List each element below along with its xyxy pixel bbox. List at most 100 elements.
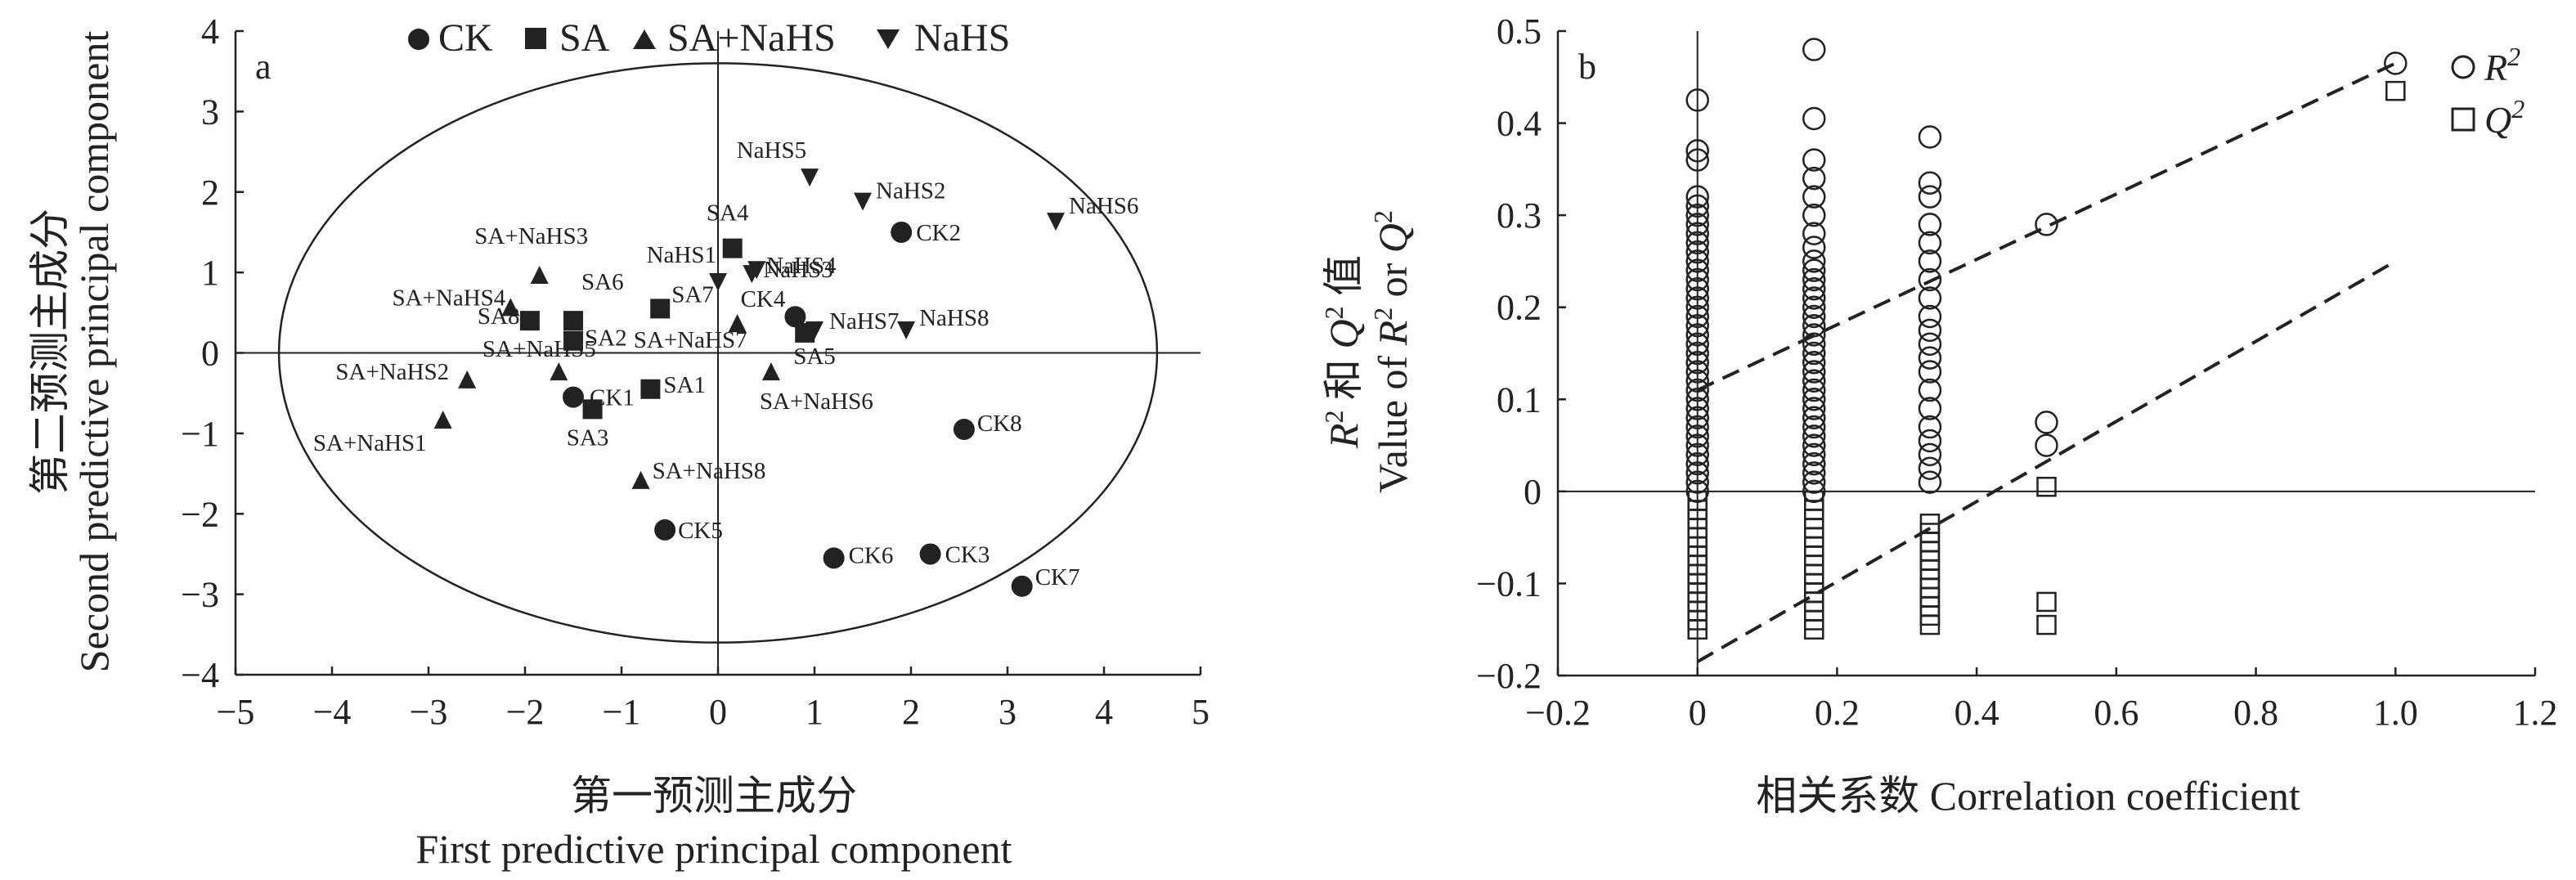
r2-regression-line (1696, 61, 2397, 392)
r2-point (1802, 369, 1826, 393)
label-nahs8: NaHS8 (919, 305, 989, 331)
point-sa-nahs7 (728, 314, 747, 333)
panel-a-x-tick-labels: −5 −4 −3 −2 −1 0 1 2 3 4 5 (217, 692, 1209, 732)
q2-point (1919, 614, 1941, 635)
r2-point (1802, 258, 1826, 282)
panel-b-y-axis-title-en: Value of R2 or Q2 (1368, 210, 1416, 493)
r2-point (1802, 424, 1826, 448)
label-nahs1: NaHS1 (647, 242, 716, 268)
r2-point (1685, 240, 1709, 264)
label-sa-nahs4: SA+NaHS4 (392, 285, 505, 311)
point-nahs2 (854, 192, 872, 211)
r2-point (1685, 397, 1709, 420)
r2-point (1685, 313, 1709, 338)
panel-a-confidence-ellipse-group (277, 62, 1159, 644)
label-sa5: SA5 (793, 343, 836, 370)
r2-point (1802, 378, 1826, 402)
r2-point (1685, 323, 1709, 347)
r2-point (1918, 360, 1942, 384)
r2-point (1802, 433, 1826, 457)
label-sa8: SA8 (478, 303, 520, 330)
legend-q2-symbol: Q (2484, 99, 2511, 141)
point-sa-nahs2 (458, 370, 477, 388)
r2-point (1918, 429, 1942, 453)
point-nahs6 (1047, 213, 1065, 231)
r2-point (1802, 415, 1826, 439)
r2-point (1802, 236, 1826, 259)
panel-a-x-tick-label: 0 (709, 692, 727, 732)
label-sa3: SA3 (567, 424, 609, 451)
r2-point (1802, 470, 1826, 494)
panel-b-y-axis-title-en-text: Value of (1370, 356, 1416, 493)
r2-point (1802, 332, 1826, 356)
panel-a-y-tick-label: −4 (181, 655, 219, 695)
r2-point (1685, 139, 1709, 163)
r2-point (1685, 258, 1709, 282)
label-nahs5: NaHS5 (737, 137, 806, 164)
r2-point (1802, 360, 1826, 384)
point-nahs1 (709, 272, 727, 291)
point-nahs8 (897, 321, 916, 339)
r2-point (1802, 461, 1826, 485)
label-nahs6: NaHS6 (1069, 193, 1138, 219)
r2-point (1802, 304, 1826, 329)
r2-point (1685, 341, 1709, 366)
r2-point (1685, 213, 1709, 236)
panel-a-y-tick-label: −2 (181, 494, 219, 534)
panel-b-legend: R2 Q2 (2451, 42, 2524, 141)
r2-point (1802, 276, 1826, 301)
r2-point (1802, 451, 1826, 476)
panel-b-data-points (1685, 38, 2408, 640)
r2-point (1685, 479, 1709, 504)
point-nahs4 (747, 261, 766, 280)
r2-point (1685, 203, 1709, 227)
label-ck4: CK4 (741, 286, 786, 312)
q2-point (1687, 619, 1708, 640)
label-ck3: CK3 (945, 541, 990, 568)
point-ck1 (563, 386, 584, 408)
panel-a-y-tick-label: 2 (201, 173, 219, 213)
panel-a-y-tick-label: 1 (201, 253, 219, 293)
label-ck5: CK5 (678, 518, 723, 544)
r2-point (1802, 222, 1826, 245)
panel-a-y-tick-label: 3 (201, 92, 219, 132)
panel-a-y-tick-label: −3 (181, 575, 219, 615)
point-nahs5 (801, 168, 819, 187)
panel-a-y-tick-labels: 4 3 2 1 0 −1 −2 −3 −4 (181, 11, 219, 695)
label-ck8: CK8 (977, 411, 1022, 437)
r2-point (1802, 323, 1826, 347)
panel-b-y-tick-label: 0.3 (1497, 195, 1542, 236)
q2-regression-line (1696, 259, 2397, 663)
panel-a-point-labels: CK1 CK2 CK3 CK4 CK5 CK6 CK7 CK8 SA1 SA2 SA3 SA4 SA5 S… (313, 137, 1139, 590)
legend-r2-symbol: R (2484, 47, 2507, 88)
q2-point (2036, 591, 2057, 613)
panel-b-x-tick-label: 0.8 (2233, 693, 2278, 733)
r2-point (1685, 442, 1709, 467)
panel-a-axes (234, 29, 1202, 676)
r2-point (1685, 332, 1709, 356)
panel-b-y-tick-label: −0.1 (1476, 563, 1542, 604)
panel-a-x-axis-title-cn: 第一预测主成分 (571, 773, 857, 819)
panel-b-y-tick-label: 0.2 (1497, 288, 1542, 328)
label-sa-nahs7: SA+NaHS7 (634, 327, 747, 353)
label-ck2: CK2 (916, 220, 961, 246)
r2-point (1802, 185, 1826, 209)
point-ck2 (891, 221, 913, 243)
r2-point (1918, 397, 1942, 420)
legend-sa-nahs-label: SA+NaHS (667, 16, 836, 60)
r2-point (1918, 415, 1942, 439)
r2-point (1685, 424, 1709, 448)
point-sa2 (563, 330, 583, 351)
legend-sa-label: SA (559, 16, 610, 60)
r2-point (2035, 213, 2058, 236)
r2-point (1918, 231, 1942, 255)
label-nahs7: NaHS7 (829, 308, 899, 334)
point-sa-nahs4 (501, 298, 520, 317)
point-sa-nahs8 (631, 470, 650, 489)
panel-a-data-points (433, 168, 1065, 597)
r2-point (1802, 295, 1826, 319)
point-sa3 (582, 399, 603, 420)
r2-point (1918, 171, 1942, 195)
panel-a-x-tick-label: −5 (217, 692, 255, 732)
legend-r2-marker (2451, 55, 2475, 79)
